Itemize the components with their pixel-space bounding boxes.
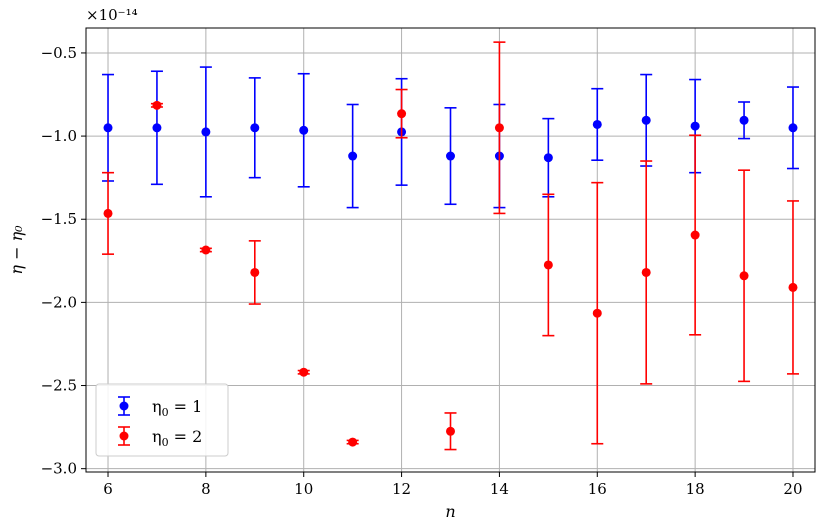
legend-dot <box>119 401 129 411</box>
x-tick-label: 10 <box>294 480 313 498</box>
y-tick-label: −1.0 <box>41 127 77 145</box>
legend-marker <box>118 396 130 416</box>
data-point <box>543 153 553 163</box>
data-point <box>152 123 162 133</box>
x-tick-label: 6 <box>103 480 113 498</box>
x-tick-label: 8 <box>201 480 211 498</box>
y-tick-label: −2.0 <box>41 293 77 311</box>
data-point <box>250 123 260 133</box>
data-point <box>299 125 309 135</box>
data-point <box>641 267 651 277</box>
data-point <box>641 115 651 125</box>
data-point <box>103 123 113 133</box>
legend: η0 = 1 η0 = 2 <box>95 383 229 457</box>
data-point <box>690 121 700 131</box>
data-point <box>739 115 749 125</box>
series <box>102 66 799 209</box>
data-point <box>592 119 602 129</box>
data-point <box>299 367 309 377</box>
legend-entry: η0 = 2 <box>118 426 202 449</box>
y-tick-label: −3.0 <box>41 460 77 478</box>
x-tick-label: 16 <box>588 480 607 498</box>
y-tick-label: −1.5 <box>41 210 77 228</box>
data-point <box>201 127 211 137</box>
y-axis-label: η − η₀ <box>7 225 26 275</box>
x-tick-label: 18 <box>686 480 705 498</box>
legend-dot <box>119 431 129 441</box>
data-point <box>446 426 455 436</box>
legend-box <box>95 383 229 457</box>
data-point <box>788 282 798 292</box>
series-layer <box>102 41 799 451</box>
data-point <box>348 151 358 161</box>
data-point <box>103 208 113 218</box>
data-point <box>152 100 162 110</box>
series <box>102 41 799 451</box>
plot-frame <box>85 27 816 473</box>
data-point <box>543 260 553 270</box>
y-scale-label: ×10⁻¹⁴ <box>86 6 138 24</box>
y-tick-label: −0.5 <box>41 44 77 62</box>
data-point <box>348 437 358 447</box>
data-point <box>250 267 260 277</box>
data-point <box>690 230 700 240</box>
data-point <box>788 123 798 133</box>
x-tick-label: 20 <box>783 480 802 498</box>
x-tick-label: 14 <box>490 480 509 498</box>
data-point <box>201 245 211 255</box>
legend-entry: η0 = 1 <box>118 396 202 419</box>
legend-label: η0 = 2 <box>152 427 202 449</box>
data-point <box>446 151 455 161</box>
x-axis-label: n <box>445 502 455 521</box>
legend-label: η0 = 1 <box>152 397 202 419</box>
data-point <box>494 123 504 133</box>
data-point <box>397 109 407 119</box>
data-point <box>592 308 602 318</box>
data-point <box>739 271 749 281</box>
y-tick-label: −2.5 <box>41 377 77 395</box>
ticks: 6 8 10 12 14 16 18 20 −0.5 −1.0 −1.5 −2.0 −2.5 −3.0 <box>41 44 803 498</box>
legend-marker <box>118 426 130 446</box>
x-tick-label: 12 <box>392 480 411 498</box>
